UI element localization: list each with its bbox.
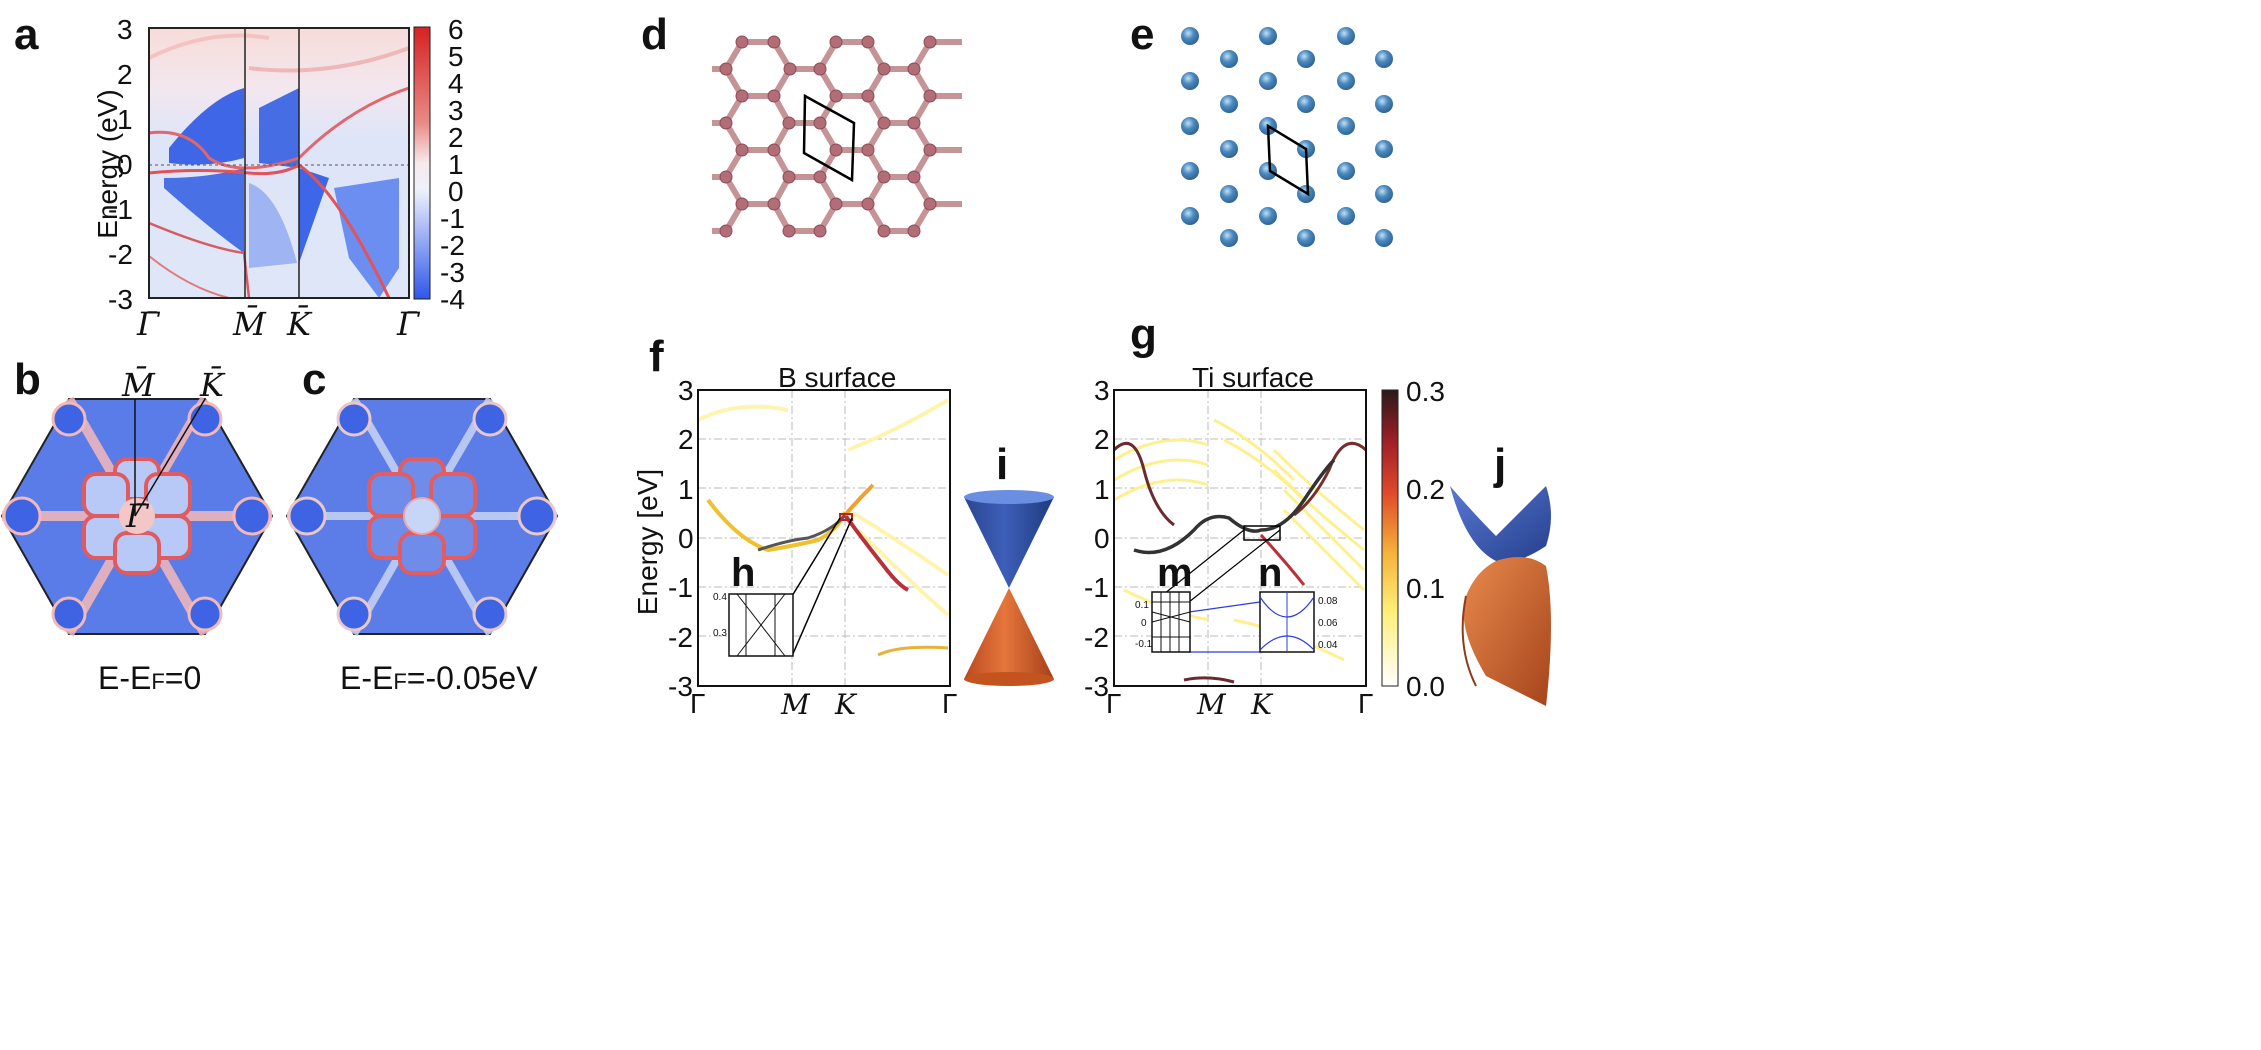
ytick-a-6: -3 <box>108 284 133 315</box>
caption-c-tail: =-0.05eV <box>406 660 538 696</box>
title-f: B surface <box>778 362 897 393</box>
caption-b-sub: F <box>151 669 165 694</box>
fermi-surface-b <box>0 396 274 637</box>
kpoint-g-2: K <box>1251 688 1272 721</box>
cbtick-a-8: -2 <box>440 230 465 261</box>
cbtick-a-4: 2 <box>448 122 464 153</box>
lattice-b-honeycomb <box>712 35 962 238</box>
label-b-gamma: Γ̄ <box>126 497 149 535</box>
ytick-g-5: -2 <box>1084 622 1109 653</box>
cbtick-g-3: 0.0 <box>1406 671 1445 702</box>
panel-label-g: g <box>1130 310 1157 359</box>
caption-b-main: E-E <box>98 660 152 696</box>
cbtick-g-2: 0.1 <box>1406 573 1445 604</box>
inset-h-tick-1: 0.3 <box>713 628 727 639</box>
cbtick-a-10: -4 <box>440 284 465 315</box>
cbtick-a-7: -1 <box>440 203 465 234</box>
ytick-f-5: -2 <box>668 622 693 653</box>
kpoint-a-1: M̄ <box>233 305 266 343</box>
kpoint-f-0: Γ <box>690 688 706 719</box>
label-b-k: K̄ <box>200 366 224 404</box>
plot-a <box>148 27 410 299</box>
panel-label-m: m <box>1157 551 1193 595</box>
ytick-f-6: -3 <box>668 671 693 702</box>
cbtick-a-1: 5 <box>448 41 464 72</box>
kpoint-g-1: M <box>1197 688 1226 721</box>
caption-b-tail: =0 <box>164 660 202 696</box>
colorbar-a <box>413 26 431 300</box>
ytick-g-6: -3 <box>1084 671 1109 702</box>
label-b-m: M̄ <box>122 366 155 404</box>
caption-c: E-EF=-0.05eV <box>340 660 538 697</box>
inset-n-tick-0: 0.08 <box>1318 596 1338 607</box>
cbtick-a-3: 3 <box>448 95 464 126</box>
cbtick-a-0: 6 <box>448 14 464 45</box>
ytick-a-0: 3 <box>117 14 133 45</box>
ytick-g-0: 3 <box>1094 375 1110 406</box>
caption-c-main: E-E <box>340 660 394 696</box>
inset-n-tick-1: 0.06 <box>1318 618 1338 629</box>
panel-label-a: a <box>14 10 39 59</box>
panel-label-f: f <box>649 332 664 381</box>
surface-dispersion-j <box>1450 486 1551 706</box>
kpoint-f-2: K <box>835 688 856 721</box>
cbtick-g-0: 0.3 <box>1406 376 1445 407</box>
inset-n-tick-2: 0.04 <box>1318 640 1338 651</box>
panel-label-j: j <box>1494 440 1507 489</box>
dirac-cone <box>964 490 1054 686</box>
kpoint-f-3: Γ <box>942 688 958 719</box>
ytick-f-0: 3 <box>678 375 694 406</box>
panel-label-b: b <box>14 355 41 404</box>
ytick-g-1: 2 <box>1094 424 1110 455</box>
panel-label-c: c <box>302 355 327 404</box>
ytick-g-4: -1 <box>1084 572 1109 603</box>
caption-c-sub: F <box>393 669 407 694</box>
inset-h <box>728 593 794 657</box>
inset-m <box>1151 591 1191 653</box>
inset-n <box>1259 591 1315 653</box>
ytick-f-4: -1 <box>668 572 693 603</box>
cbtick-g-1: 0.2 <box>1406 474 1445 505</box>
inset-m-tick-2: -0.1 <box>1135 639 1153 650</box>
ytick-a-4: -1 <box>108 194 133 225</box>
ytick-f-1: 2 <box>678 424 694 455</box>
panel-label-d: d <box>641 10 668 59</box>
panel-label-i: i <box>996 440 1009 489</box>
cbtick-a-2: 4 <box>448 68 464 99</box>
kpoint-f-1: M <box>781 688 810 721</box>
panel-label-e: e <box>1130 10 1155 59</box>
ytick-a-5: -2 <box>108 239 133 270</box>
kpoint-g-3: Γ <box>1358 688 1374 719</box>
kpoint-g-0: Γ <box>1106 688 1122 719</box>
colorbar-g <box>1381 389 1399 687</box>
ylabel-f: Energy [eV] <box>632 468 663 616</box>
ytick-a-2: 1 <box>117 104 133 135</box>
plot-f <box>697 389 951 687</box>
ytick-g-2: 1 <box>1094 474 1110 505</box>
cbtick-a-5: 1 <box>448 149 464 180</box>
ytick-f-2: 1 <box>678 474 694 505</box>
inset-h-tick-0: 0.4 <box>713 592 727 603</box>
ytick-a-3: 0 <box>117 149 133 180</box>
inset-m-tick-1: 0 <box>1141 618 1147 629</box>
panel-label-h: h <box>731 551 756 595</box>
cbtick-a-6: 0 <box>448 176 464 207</box>
kpoint-a-3: Γ̄ <box>397 305 420 343</box>
inset-m-tick-0: 0.1 <box>1135 600 1149 611</box>
kpoint-a-2: K̄ <box>287 305 311 343</box>
caption-b: E-EF=0 <box>98 660 201 697</box>
ytick-g-3: 0 <box>1094 523 1110 554</box>
kpoint-a-0: Γ̄ <box>137 305 160 343</box>
ytick-f-3: 0 <box>678 523 694 554</box>
ytick-a-1: 2 <box>117 59 133 90</box>
cbtick-a-9: -3 <box>440 257 465 288</box>
lattice-ti-triangular <box>1181 27 1393 247</box>
title-g: Ti surface <box>1192 362 1314 393</box>
fermi-surface-c <box>285 396 559 636</box>
panel-label-n: n <box>1258 551 1283 595</box>
